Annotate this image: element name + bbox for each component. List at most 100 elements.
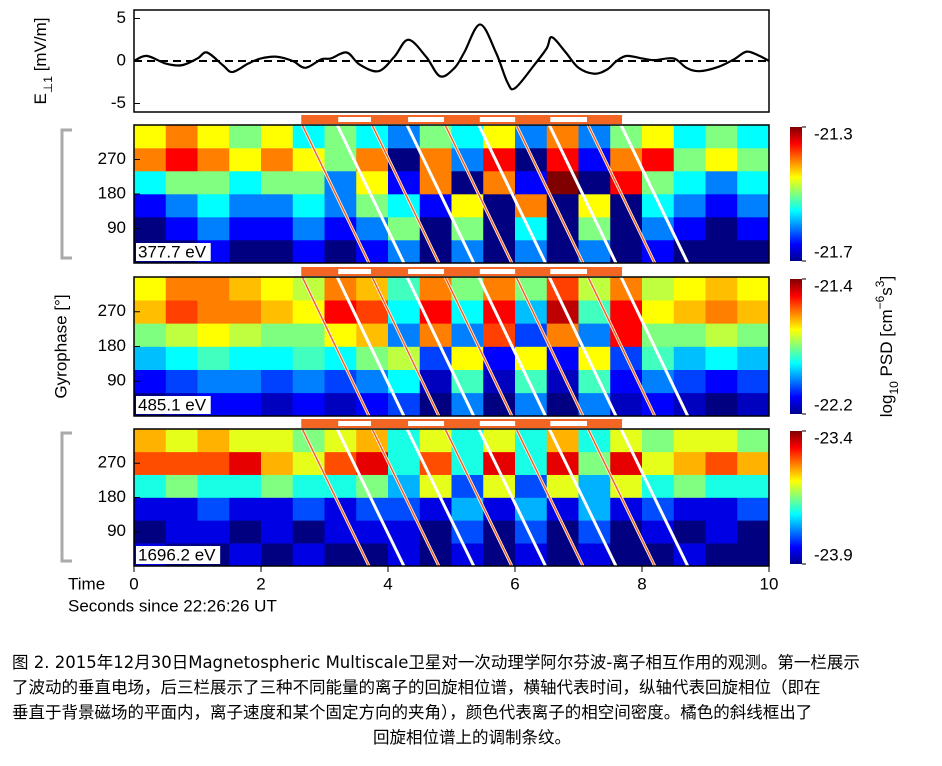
y-tick-label: 90 <box>107 371 126 390</box>
stripe-bar <box>477 419 518 428</box>
colorbar-label: log10 PSD [cm−6s3] <box>873 276 901 417</box>
psd-cell <box>546 194 579 218</box>
psd-cell <box>737 240 770 264</box>
psd-cell <box>515 194 548 218</box>
psd-cell <box>324 451 357 475</box>
psd-cell <box>642 520 675 544</box>
stripe-bar <box>301 267 339 276</box>
psd-cell <box>737 323 770 347</box>
psd-cell <box>642 543 675 567</box>
psd-cell <box>229 520 262 544</box>
psd-cell <box>324 277 357 301</box>
psd-cell <box>356 474 389 498</box>
caption-line: 垂直于背景磁场的平面内，离子速度和某个固定方向的夹角），颜色代表离子的相空间密度… <box>12 703 813 722</box>
psd-cell <box>546 346 579 370</box>
psd-cell <box>261 148 294 172</box>
psd-cell <box>705 171 738 195</box>
caption-line: 了波动的垂直电场，后三栏展示了三种不同能量的离子的回旋相位谱，横轴代表时间，纵轴… <box>12 678 821 697</box>
label-part: [mV/m] <box>31 17 50 76</box>
psd-cell <box>197 451 230 475</box>
colorbar-tick-label: -23.9 <box>814 545 853 564</box>
psd-cell <box>388 346 421 370</box>
stripe-bar <box>371 267 409 276</box>
psd-cell <box>578 323 611 347</box>
psd-cell <box>292 217 325 241</box>
colorbar-tick-label: -21.7 <box>814 242 853 261</box>
psd-cell <box>737 474 770 498</box>
psd-cell <box>356 520 389 544</box>
psd-cell <box>642 240 675 264</box>
psd-cell <box>705 429 738 453</box>
bracket <box>60 128 72 260</box>
psd-cell <box>673 474 706 498</box>
psd-cell <box>673 369 706 394</box>
stripe-line <box>336 124 405 264</box>
psd-cell <box>705 543 738 567</box>
psd-cell <box>324 300 357 324</box>
energy-label: 377.7 eV <box>138 242 207 261</box>
stripe-bar <box>371 419 409 428</box>
psd-cell <box>197 429 230 453</box>
psd-cell <box>229 323 262 347</box>
psd-cell <box>388 125 421 149</box>
y-tick-label: 180 <box>98 336 126 355</box>
psd-cell <box>578 392 611 417</box>
stripe-line <box>371 276 440 417</box>
psd-cell <box>419 240 452 264</box>
stripe-line <box>620 428 689 567</box>
psd-cell <box>642 323 675 347</box>
psd-cell <box>419 392 452 417</box>
psd-cell <box>673 392 706 417</box>
energy-label: 485.1 eV <box>138 395 207 414</box>
stripe-bar <box>444 115 480 124</box>
psd-cell <box>546 392 579 417</box>
psd-cell <box>737 369 770 394</box>
psd-cell <box>515 474 548 498</box>
x-tick-label: 8 <box>637 574 646 593</box>
psd-cell <box>737 217 770 241</box>
stripe-line <box>371 428 440 567</box>
psd-cell <box>292 240 325 264</box>
frame <box>133 124 770 264</box>
psd-cell <box>705 369 738 394</box>
psd-cell <box>705 497 738 521</box>
psd-cell <box>134 148 167 172</box>
psd-cell <box>229 429 262 453</box>
label-part: 10 <box>887 381 901 395</box>
stripe-line <box>548 276 617 417</box>
psd-cell <box>483 429 516 453</box>
stripe-bar <box>587 267 623 276</box>
psd-cell <box>546 474 579 498</box>
psd-cell <box>546 497 579 521</box>
psd-cell <box>673 300 706 324</box>
psd-cell <box>261 277 294 301</box>
x-axis-label: Seconds since 22:26:26 UT <box>68 596 277 615</box>
psd-cell <box>737 429 770 453</box>
y-tick-label: 0 <box>117 50 126 69</box>
psd-cell <box>642 300 675 324</box>
psd-cell <box>515 543 548 567</box>
psd-cell <box>388 369 421 394</box>
stripe-line <box>444 276 513 417</box>
psd-cell <box>515 392 548 417</box>
psd-cell <box>515 497 548 521</box>
psd-cell <box>388 497 421 521</box>
panel-brackets <box>60 128 72 563</box>
psd-cell <box>642 346 675 370</box>
psd-cell <box>388 429 421 453</box>
psd-cell <box>419 277 452 301</box>
psd-cell <box>546 148 579 172</box>
stripe-line <box>301 124 370 264</box>
psd-cell <box>292 194 325 218</box>
label-part: ] <box>877 276 896 281</box>
psd-cell <box>705 474 738 498</box>
stripe-line <box>587 124 656 264</box>
psd-cell <box>515 217 548 241</box>
psd-cell <box>673 194 706 218</box>
stripe-line <box>371 124 440 264</box>
psd-cell <box>197 300 230 324</box>
psd-cell <box>642 277 675 301</box>
psd-cell <box>515 148 548 172</box>
psd-cell <box>642 171 675 195</box>
psd-cell <box>324 148 357 172</box>
